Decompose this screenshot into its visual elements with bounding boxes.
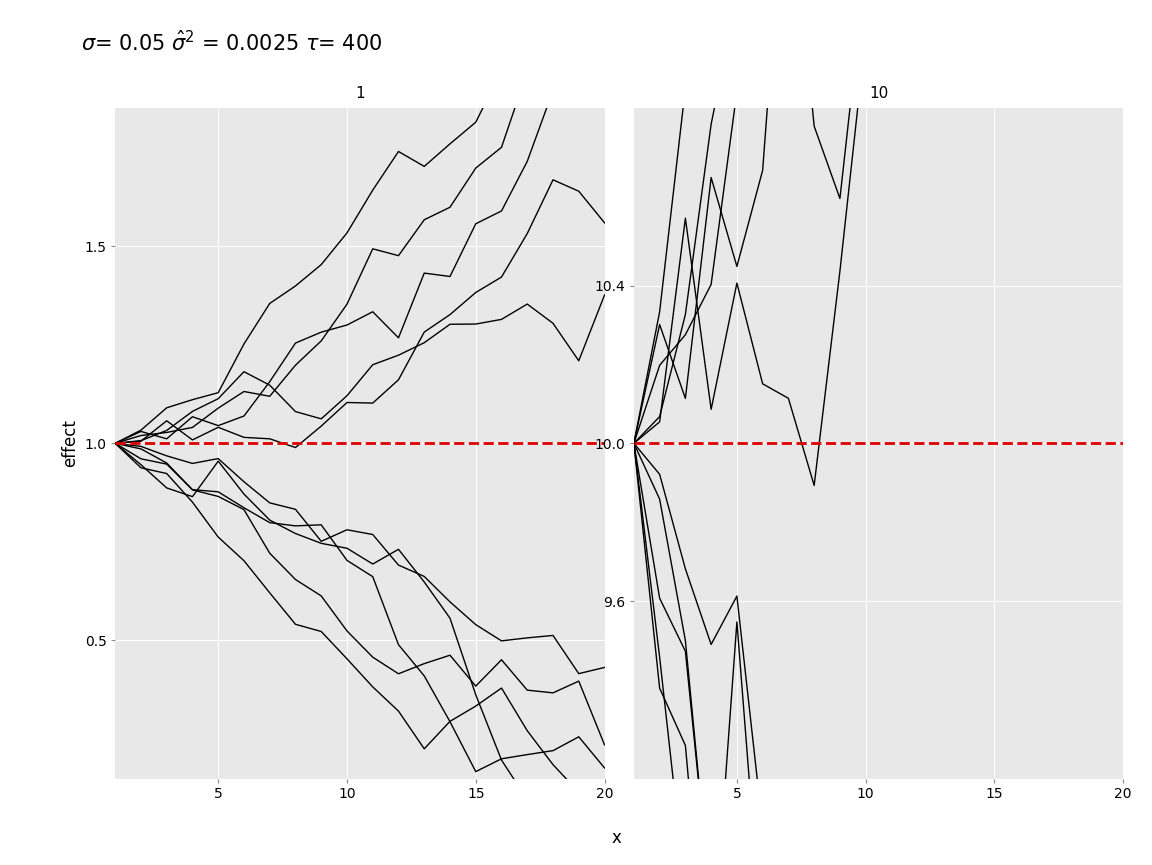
Text: 1: 1 — [355, 86, 365, 101]
Text: x: x — [612, 830, 621, 848]
Text: $\sigma$= 0.05 $\hat{\sigma}^2$ = 0.0025 $\tau$= 400: $\sigma$= 0.05 $\hat{\sigma}^2$ = 0.0025… — [81, 30, 382, 55]
Text: 10: 10 — [869, 86, 888, 101]
Y-axis label: effect: effect — [61, 420, 79, 467]
